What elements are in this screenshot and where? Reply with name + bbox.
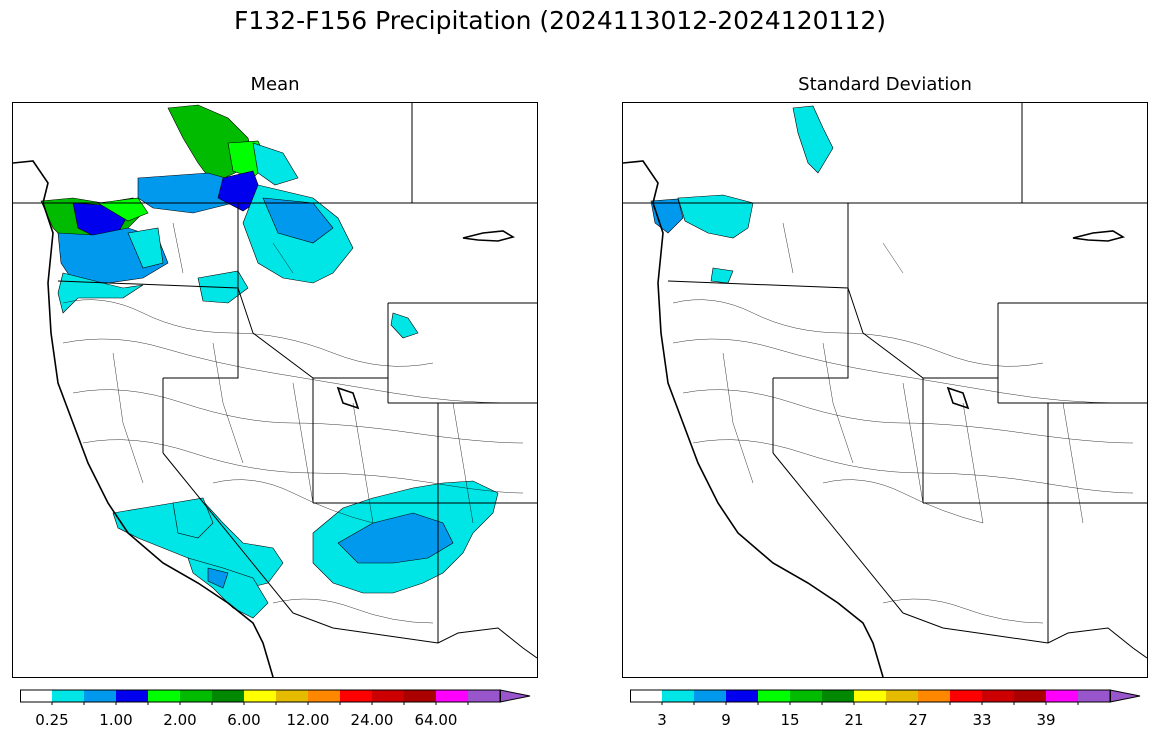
- colorbar-tick-label: 39: [1036, 711, 1056, 729]
- colorbar-outline: [630, 689, 1111, 703]
- colorbar-swatch: [212, 690, 244, 702]
- colorbar-swatch: [468, 690, 500, 702]
- colorbar-swatch: [758, 690, 790, 702]
- colorbar-swatch: [340, 690, 372, 702]
- colorbar-swatch: [148, 690, 180, 702]
- colorbar-tick-label: 24.00: [350, 711, 394, 729]
- colorbar-swatch: [180, 690, 212, 702]
- precip-shading: [40, 104, 499, 619]
- colorbar-tick-label: 15: [780, 711, 800, 729]
- colorbar-swatch: [918, 690, 950, 702]
- colorbar-swatch: [950, 690, 982, 702]
- colorbar-swatch: [84, 690, 116, 702]
- panel-title-mean: Mean: [250, 74, 300, 95]
- colorbar-tick-label: 21: [844, 711, 864, 729]
- colorbar-swatch: [1046, 690, 1078, 702]
- watershed-lines: [62, 222, 524, 624]
- colorbar-swatch: [662, 690, 694, 702]
- colorbar-outline: [20, 689, 501, 703]
- colorbar-tick-label: 27: [908, 711, 928, 729]
- colorbar-swatch: [694, 690, 726, 702]
- colorbar-swatch: [20, 690, 52, 702]
- figure-title: F132-F156 Precipitation (2024113012-2024…: [233, 6, 886, 35]
- std-shading: [650, 105, 834, 284]
- map-mean-svg: [13, 103, 537, 677]
- colorbar-swatch: [1078, 690, 1110, 702]
- colorbar-swatch: [308, 690, 340, 702]
- coastline: [623, 160, 884, 677]
- colorbar-tick-label: 1.00: [99, 711, 133, 729]
- colorbar-swatch: [726, 690, 758, 702]
- colorbar-mean: [20, 689, 531, 705]
- colorbar-swatch: [630, 690, 662, 702]
- colorbar-tick-label: 2.00: [163, 711, 197, 729]
- map-mean: [12, 102, 538, 678]
- colorbar-extend-arrow: [1109, 689, 1141, 703]
- colorbar-swatch: [404, 690, 436, 702]
- colorbar-tick-label: 33: [972, 711, 992, 729]
- colorbar-swatch: [790, 690, 822, 702]
- colorbar-tick-label: 12.00: [286, 711, 330, 729]
- map-std-svg: [623, 103, 1147, 677]
- colorbar-swatch: [436, 690, 468, 702]
- colorbar-swatch: [886, 690, 918, 702]
- colorbar-extend-arrow: [499, 689, 531, 703]
- colorbar-swatch: [52, 690, 84, 702]
- colorbar-tick-label: 0.25: [35, 711, 69, 729]
- coastline: [13, 160, 274, 677]
- colorbar-swatch: [854, 690, 886, 702]
- colorbar-tick-label: 64.00: [414, 711, 458, 729]
- colorbar-swatch: [276, 690, 308, 702]
- colorbar-tick-label: 9: [721, 711, 731, 729]
- colorbar-swatch: [116, 690, 148, 702]
- map-std: [622, 102, 1148, 678]
- colorbar-swatch: [1014, 690, 1046, 702]
- colorbar-std: [630, 689, 1141, 705]
- panel-title-std: Standard Deviation: [798, 74, 972, 95]
- colorbar-swatch: [982, 690, 1014, 702]
- boundaries: [623, 103, 1147, 659]
- watershed-lines: [672, 222, 1134, 624]
- boundaries: [13, 103, 537, 659]
- colorbar-tick-label: 6.00: [227, 711, 261, 729]
- colorbar-swatch: [822, 690, 854, 702]
- colorbar-swatch: [372, 690, 404, 702]
- colorbar-tick-label: 3: [657, 711, 667, 729]
- colorbar-swatch: [244, 690, 276, 702]
